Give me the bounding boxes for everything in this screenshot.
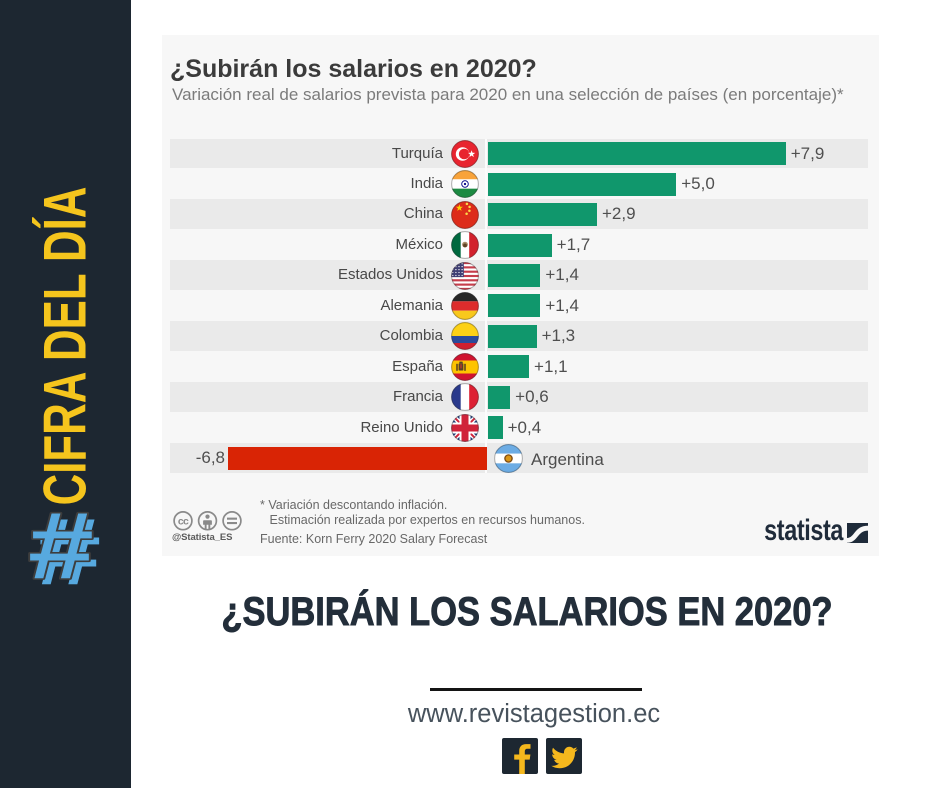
svg-text:#: # bbox=[36, 500, 102, 600]
svg-text:cc: cc bbox=[177, 515, 188, 527]
svg-text:#: # bbox=[28, 500, 94, 598]
